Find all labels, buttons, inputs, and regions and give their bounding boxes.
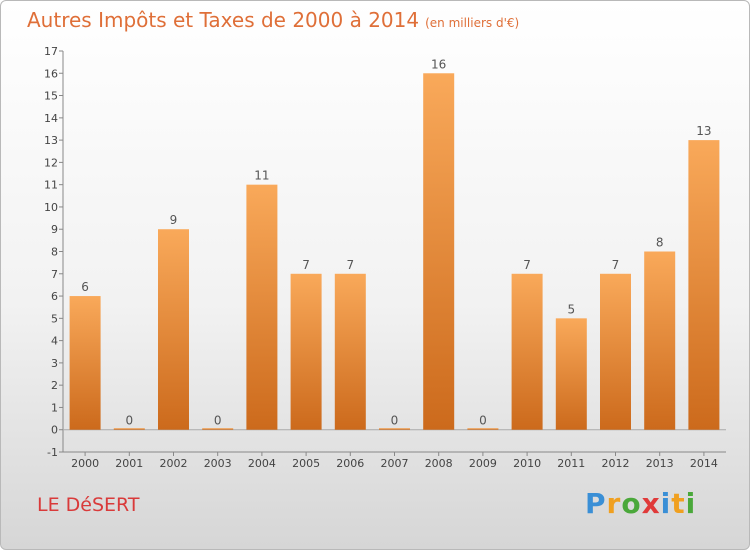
data-label: 0 (391, 414, 399, 428)
y-tick-label: 11 (44, 179, 58, 192)
logo-letter: o (621, 487, 642, 520)
unit-note: (en milliers d'€) (425, 16, 520, 30)
data-label: 0 (214, 414, 222, 428)
data-label: 7 (523, 258, 531, 272)
bar (158, 229, 189, 430)
logo-letter: i (660, 487, 672, 520)
y-tick-label: 17 (44, 45, 58, 58)
data-label: 5 (567, 302, 575, 316)
bar (334, 273, 366, 430)
bar (600, 273, 631, 430)
data-labels: 6 0 9 0 11 7 7 0 16 0 7 5 7 8 13 (81, 57, 711, 427)
y-tick-label: 4 (51, 335, 58, 348)
y-tick-label: 7 (51, 268, 58, 281)
x-tick-label: 2011 (557, 457, 585, 470)
bar (202, 428, 234, 430)
x-tick-label: 2000 (71, 457, 99, 470)
x-tick-label: 2010 (513, 457, 541, 470)
logo-letter: x (641, 487, 661, 520)
x-tick-label: 2002 (160, 457, 188, 470)
data-label: 7 (612, 258, 620, 272)
x-tick-label: 2012 (602, 457, 630, 470)
logo-letter: P (585, 487, 607, 520)
y-tick-label: 5 (51, 312, 58, 325)
y-tick-label: 3 (51, 357, 58, 370)
y-tick-label: 2 (51, 379, 58, 392)
bars (69, 73, 720, 430)
x-tick-label: 2014 (690, 457, 718, 470)
x-tick-label: 2009 (469, 457, 497, 470)
commune-name: LE DéSERT (37, 494, 140, 516)
data-label: 13 (696, 124, 711, 138)
x-tick-label: 2005 (292, 457, 320, 470)
x-tick-label: 2004 (248, 457, 276, 470)
bar (69, 296, 101, 430)
x-tick-label: 2007 (381, 457, 409, 470)
y-tick-label: 12 (44, 156, 58, 169)
bar (423, 73, 455, 430)
y-tick-label: 10 (44, 201, 58, 214)
x-tick-label: 2013 (646, 457, 674, 470)
title-text: Autres Impôts et Taxes de 2000 à 2014 (27, 8, 420, 32)
bar (467, 428, 499, 430)
bar (555, 318, 587, 430)
y-tick-label: 16 (44, 67, 58, 80)
bar (113, 428, 145, 430)
data-label: 0 (479, 414, 487, 428)
bar (511, 273, 543, 430)
data-label: 16 (431, 57, 446, 71)
logo-letter: i (685, 487, 697, 520)
data-label: 6 (81, 280, 89, 294)
bar (290, 273, 322, 430)
data-label: 7 (346, 258, 354, 272)
bar (644, 251, 676, 430)
x-tick-label: 2001 (115, 457, 143, 470)
x-tick-label: 2003 (204, 457, 232, 470)
logo-letter: r (606, 487, 622, 520)
y-tick-label: -1 (47, 446, 58, 459)
y-tick-label: 13 (44, 134, 58, 147)
y-tick-label: 8 (51, 246, 58, 259)
y-tick-label: 0 (51, 424, 58, 437)
y-tick-label: 1 (51, 401, 58, 414)
logo-letter: t (671, 487, 686, 520)
y-tick-label: 9 (51, 223, 58, 236)
bar (688, 140, 720, 430)
bar (246, 184, 278, 430)
y-tick-label: 15 (44, 90, 58, 103)
proxiti-logo[interactable]: Proxiti (585, 487, 696, 520)
bar (379, 428, 410, 430)
data-label: 7 (302, 258, 310, 272)
data-label: 9 (170, 213, 178, 227)
data-label: 0 (125, 414, 133, 428)
y-tick-label: 6 (51, 290, 58, 303)
y-tick-label: 14 (44, 112, 58, 125)
chart-title: Autres Impôts et Taxes de 2000 à 2014 (en… (27, 8, 519, 32)
x-tick-label: 2008 (425, 457, 453, 470)
x-tick-label: 2006 (336, 457, 364, 470)
data-label: 11 (254, 169, 269, 183)
data-label: 8 (656, 236, 664, 250)
